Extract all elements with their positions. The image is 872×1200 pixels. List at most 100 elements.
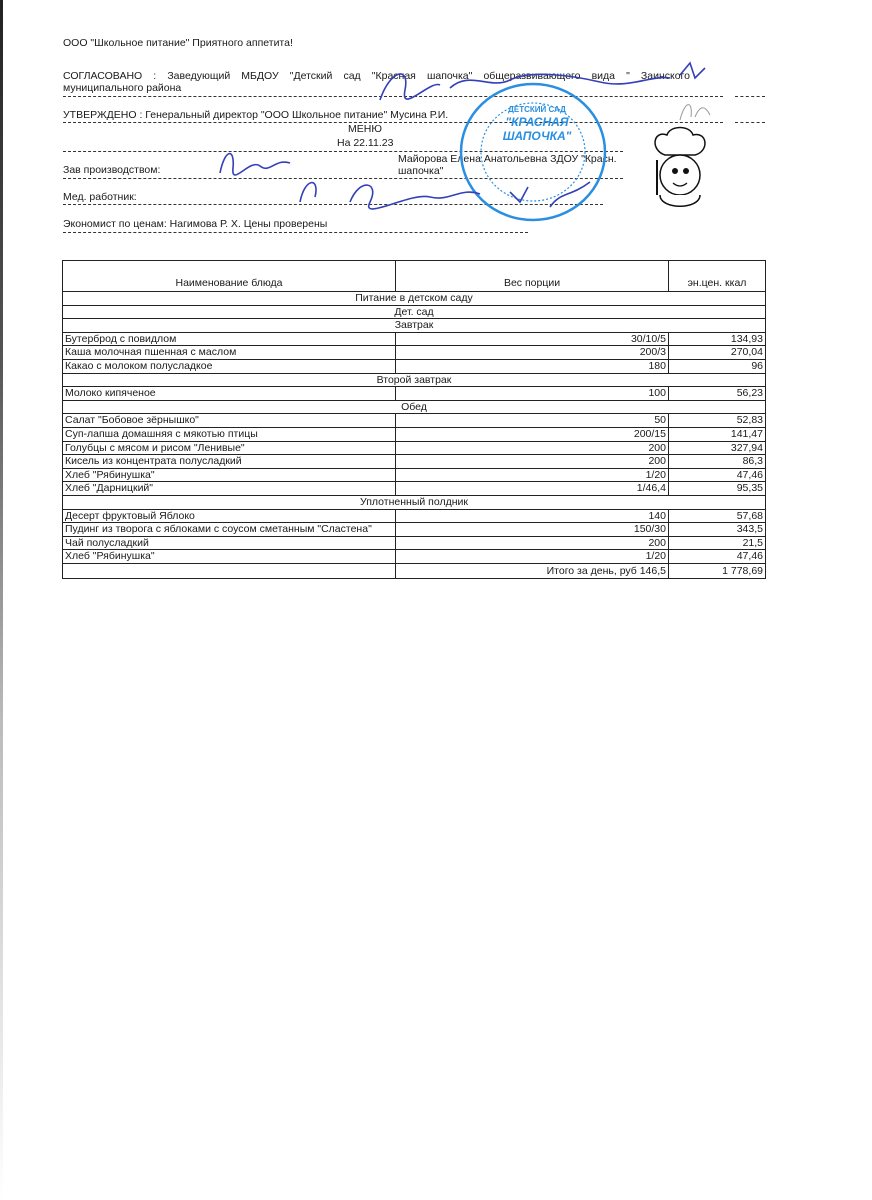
table-row: Голубцы с мясом и рисом "Ленивые" 200 327,… (62, 440, 766, 456)
section-row: Обед (62, 399, 766, 415)
table-row: Салат "Бобовое зёрнышко" 50 52,83 (62, 413, 766, 428)
stamp-text-line-1: ДЕТСКИЙ САД (508, 105, 566, 114)
deputy-name: Майорова Елена Анатольевна ЗДОУ "Красн. (398, 153, 617, 165)
dish-name: Голубцы с мясом и рисом "Ленивые" (62, 440, 396, 456)
divider (63, 232, 528, 233)
section-row: Питание в детском саду (62, 291, 766, 306)
table-row: Кисель из концентрата полусладкий 200 86,3 (62, 454, 766, 469)
table-row: Десерт фруктовый Яблоко 140 57,68 (62, 508, 766, 524)
portion-weight: 140 (395, 508, 669, 524)
portion-weight: 1/20 (395, 467, 669, 483)
column-header-weight: Вес порции (395, 260, 669, 292)
kcal-value: 327,94 (668, 440, 766, 456)
portion-weight: 200/15 (395, 426, 669, 442)
kcal-value: 52,83 (668, 413, 766, 428)
dish-name: Какао с молоком полусладкое (62, 358, 396, 374)
table-row: Хлеб "Рябинушка" 1/20 47,46 (62, 467, 766, 483)
total-kcal: 1 778,69 (668, 562, 766, 579)
dish-name: Десерт фруктовый Яблоко (62, 508, 396, 524)
kcal-value: 21,5 (668, 535, 766, 551)
dish-name: Чай полусладкий (62, 535, 396, 551)
divider (63, 122, 723, 123)
kcal-value: 47,46 (668, 549, 766, 564)
total-label: Итого за день, руб 146,5 (395, 562, 669, 579)
kcal-value: 270,04 (668, 345, 766, 360)
column-header-dish: Наименование блюда (62, 260, 396, 292)
dish-name: Суп-лапша домашняя с мякотью птицы (62, 426, 396, 442)
signature-medic (299, 181, 591, 210)
menu-table: Наименование блюда Вес порции эн.цен. кк… (62, 260, 766, 579)
divider (63, 151, 623, 152)
table-row: Суп-лапша домашняя с мякотью птицы 200/15… (62, 426, 766, 442)
menu-title: МЕНЮ (348, 123, 382, 135)
section-title: Второй завтрак (62, 372, 766, 388)
dish-name: Бутерброд с повидлом (62, 331, 396, 347)
kcal-value: 95,35 (668, 481, 766, 496)
dish-name: Пудинг из творога с яблоками с соусом см… (62, 522, 396, 537)
kcal-value: 134,93 (668, 331, 766, 347)
section-row: Завтрак (62, 318, 766, 333)
agreed-line-2: муниципального района (63, 82, 182, 94)
section-title: Уплотненный полдник (62, 494, 766, 510)
table-row: Молоко кипяченое 100 56,23 (62, 386, 766, 401)
table-row: Каша молочная пшенная с маслом 200/3 270,0… (62, 345, 766, 360)
kcal-value: 343,5 (668, 522, 766, 537)
medic-label: Мед. работник: (63, 191, 137, 203)
section-title: Питание в детском саду (62, 291, 766, 306)
kcal-value: 47,46 (668, 467, 766, 483)
company-line: ООО "Школьное питание" Приятного аппетит… (63, 37, 293, 49)
portion-weight: 1/46,4 (395, 481, 669, 496)
portion-weight: 200 (395, 535, 669, 551)
stamp-text-line-2: "КРАСНАЯ (505, 115, 568, 129)
table-header-row: Наименование блюда Вес порции эн.цен. кк… (62, 260, 766, 292)
kcal-value: 57,68 (668, 508, 766, 524)
dish-name: Хлеб "Дарницкий" (62, 481, 396, 496)
section-row: Дет. сад (62, 304, 766, 320)
production-head-label: Зав производством: (63, 164, 161, 176)
dish-name: Хлеб "Рябинушка" (62, 549, 396, 564)
economist-line: Экономист по ценам: Нагимова Р. Х. Цены … (63, 218, 328, 230)
table-row: Бутерброд с повидлом 30/10/5 134,93 (62, 331, 766, 347)
divider (63, 178, 623, 179)
section-row: Второй завтрак (62, 372, 766, 388)
portion-weight: 180 (395, 358, 669, 374)
section-title: Обед (62, 399, 766, 415)
deputy-name-2: шапочка" (398, 165, 444, 177)
portion-weight: 50 (395, 413, 669, 428)
dish-name: Кисель из концентрата полусладкий (62, 454, 396, 469)
signature-head (379, 61, 706, 101)
signature-production (219, 152, 291, 176)
section-title: Дет. сад (62, 304, 766, 320)
portion-weight: 200 (395, 440, 669, 456)
kcal-value: 96 (668, 358, 766, 374)
total-row: Итого за день, руб 146,5 1 778,69 (62, 562, 766, 579)
official-stamp: ДЕТСКИЙ САД "КРАСНАЯ ШАПОЧКА" (459, 82, 607, 222)
dish-name: Молоко кипяченое (62, 386, 396, 401)
empty-cell (62, 562, 396, 579)
agreed-line: СОГЛАСОВАНО : Заведующий МБДОУ "Детский … (63, 70, 690, 82)
table-row: Хлеб "Рябинушка" 1/20 47,46 (62, 549, 766, 564)
dish-name: Каша молочная пшенная с маслом (62, 345, 396, 360)
divider (735, 122, 765, 123)
table-row: Какао с молоком полусладкое 180 96 (62, 358, 766, 374)
kcal-value: 141,47 (668, 426, 766, 442)
portion-weight: 100 (395, 386, 669, 401)
table-row: Чай полусладкий 200 21,5 (62, 535, 766, 551)
divider (63, 96, 723, 97)
portion-weight: 150/30 (395, 522, 669, 537)
table-row: Хлеб "Дарницкий" 1/46,4 95,35 (62, 481, 766, 496)
table-row: Пудинг из творога с яблоками с соусом см… (62, 522, 766, 537)
dish-name: Салат "Бобовое зёрнышко" (62, 413, 396, 428)
section-row: Уплотненный полдник (62, 494, 766, 510)
portion-weight: 30/10/5 (395, 331, 669, 347)
menu-date: На 22.11.23 (337, 137, 394, 149)
approval-initials (679, 104, 711, 121)
approved-line: УТВЕРЖДЕНО : Генеральный директор "ООО Ш… (63, 109, 449, 121)
stamp-text-line-3: ШАПОЧКА" (503, 129, 572, 143)
chef-mascot-icon (654, 126, 706, 207)
kcal-value: 56,23 (668, 386, 766, 401)
section-title: Завтрак (62, 318, 766, 333)
kcal-value: 86,3 (668, 454, 766, 469)
divider (735, 96, 765, 97)
scan-edge (0, 0, 3, 1200)
